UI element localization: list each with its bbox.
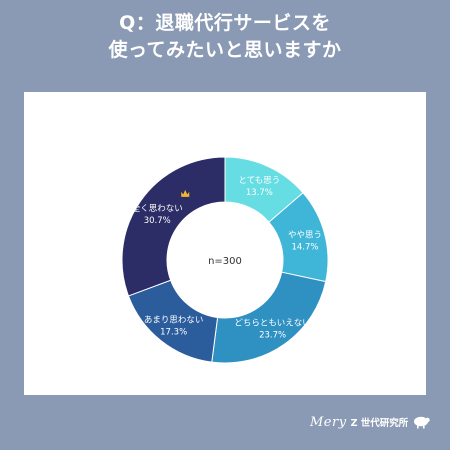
slice-category-label: どちらともいえない [234,318,310,328]
donut-slice [121,156,226,297]
sheep-icon [414,416,430,429]
title-line-2: 使ってみたいと思いますか [108,39,342,61]
donut-labels: とても思う 13.7% やや思う 14.7% どちらともいえない 23.7% あまり思わない… [132,176,322,340]
donut-slice [211,271,327,364]
slice-category-label: あまり思わない [144,316,204,326]
title-line-1: Q：退職代行サービスを [119,12,331,34]
slice-category-label: 全く思わない [132,203,183,214]
brand-text: Z 世代研究所 [350,418,409,429]
brand-footer: Mery Z 世代研究所 [310,412,430,432]
slice-value-label: 23.7% [259,330,286,340]
slice-value-label: 14.7% [291,243,318,253]
slice-category-label: やや思う [288,231,322,241]
chart-card: とても思う 13.7% やや思う 14.7% どちらともいえない 23.7% あまり思わない… [24,92,426,395]
crown-icon [181,189,190,197]
brand-script: Mery [310,414,347,430]
slice-value-label: 30.7% [144,216,171,226]
chart-title: Q：退職代行サービスを 使ってみたいと思いますか [0,10,450,64]
slice-value-label: 13.7% [246,188,273,198]
donut-slices [121,156,329,364]
center-sample-size: n=300 [208,256,242,267]
slice-value-label: 17.3% [160,328,187,338]
slice-category-label: とても思う [238,176,280,186]
donut-chart: とても思う 13.7% やや思う 14.7% どちらともいえない 23.7% あまり思わない… [121,156,329,364]
